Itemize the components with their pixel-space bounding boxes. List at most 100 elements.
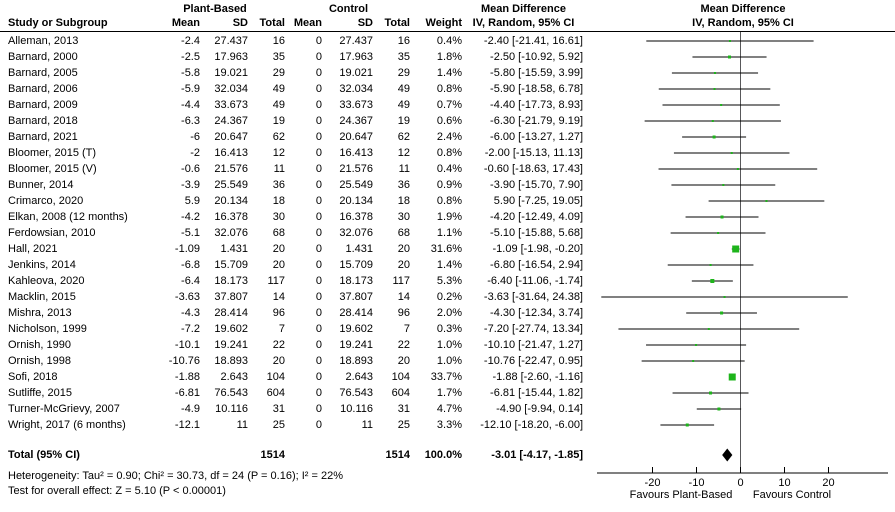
- table-row: Bloomer, 2015 (T) -2 16.413 12 0 16.413 12 0.8%…: [0, 145, 895, 161]
- mean2-column-header: Mean: [293, 17, 322, 29]
- cell-name: Barnard, 2000: [8, 51, 78, 63]
- cell-weight: 1.9%: [436, 211, 462, 223]
- cell-ci_text: -2.00 [-15.13, 11.13]: [484, 147, 583, 159]
- cell-mean2: 0: [315, 403, 322, 415]
- cell-ci_text: -2.50 [-10.92, 5.92]: [490, 51, 583, 63]
- cell-mean2: 0: [315, 195, 322, 207]
- cell-n1: 49: [272, 99, 285, 111]
- cell-ci_text: -0.60 [-18.63, 17.43]: [483, 163, 583, 175]
- cell-n1: 96: [272, 307, 285, 319]
- effect-square: [710, 279, 715, 283]
- cell-mean2: 0: [315, 291, 322, 303]
- cell-mean2: 0: [315, 163, 322, 175]
- effect-square: [717, 407, 721, 411]
- cell-n1: 14: [272, 291, 285, 303]
- cell-sd1: 11: [236, 419, 248, 431]
- cell-mean1: -0.6: [181, 163, 200, 175]
- cell-n2: 62: [397, 131, 410, 143]
- cell-sd2: 11: [361, 419, 373, 431]
- cell-name: Elkan, 2008 (12 months): [8, 211, 128, 223]
- cell-sd1: 19.021: [214, 67, 248, 79]
- cell-mean1: 5.9: [184, 195, 200, 207]
- cell-sd1: 17.963: [214, 51, 248, 63]
- cell-name: Macklin, 2015: [8, 291, 76, 303]
- cell-ci_text: -4.90 [-9.94, 0.14]: [496, 403, 583, 415]
- cell-ci_text: -6.40 [-11.06, -1.74]: [487, 275, 583, 287]
- cell-name: Hall, 2021: [8, 243, 58, 255]
- cell-ci_text: -12.10 [-18.20, -6.00]: [480, 419, 583, 431]
- cell-mean2: 0: [315, 211, 322, 223]
- cell-sd1: 15.709: [214, 259, 248, 271]
- table-row: Crimarco, 2020 5.9 20.134 18 0 20.134 18 0.8% 5.…: [0, 193, 895, 209]
- cell-mean1: -4.9: [181, 403, 200, 415]
- cell-n1: 20: [272, 259, 285, 271]
- cell-sd1: 24.367: [214, 115, 248, 127]
- cell-weight: 0.8%: [436, 83, 462, 95]
- effect-square: [707, 328, 710, 330]
- cell-sd2: 20.647: [339, 131, 373, 143]
- table-row: Alleman, 2013 -2.4 27.437 16 0 27.437 16 0.4% -2…: [0, 33, 895, 49]
- table-row: Bunner, 2014 -3.9 25.549 36 0 25.549 36 0.9% -3.…: [0, 177, 895, 193]
- cell-mean1: -1.88: [174, 371, 200, 383]
- cell-n2: 96: [397, 307, 410, 319]
- cell-mean2: 0: [315, 307, 322, 319]
- total-row: Total (95% CI) 1514 1514 100.0% -3.01 [-…: [0, 447, 895, 463]
- cell-sd1: 32.034: [214, 83, 248, 95]
- cell-mean1: -4.3: [181, 307, 200, 319]
- cell-n2: 49: [397, 99, 410, 111]
- cell-n2: 35: [397, 51, 410, 63]
- cell-sd1: 19.241: [214, 339, 248, 351]
- cell-n2: 49: [397, 83, 410, 95]
- cell-sd2: 19.602: [339, 323, 373, 335]
- cell-n2: 604: [391, 387, 410, 399]
- cell-sd1: 21.576: [214, 163, 248, 175]
- cell-weight: 0.6%: [436, 115, 462, 127]
- table-row: Barnard, 2009 -4.4 33.673 49 0 33.673 49 0.7% -4…: [0, 97, 895, 113]
- cell-mean1: -10.1: [174, 339, 200, 351]
- cell-n2: 12: [397, 147, 410, 159]
- cell-mean2: 0: [315, 83, 322, 95]
- effect-square: [730, 152, 733, 154]
- cell-ci_text: -7.20 [-27.74, 13.34]: [483, 323, 583, 335]
- cell-n1: 604: [266, 387, 285, 399]
- cell-n2: 104: [391, 371, 410, 383]
- cell-mean1: -5.9: [181, 83, 200, 95]
- cell-n1: 104: [266, 371, 285, 383]
- cell-mean2: 0: [315, 35, 322, 47]
- cell-name: Barnard, 2021: [8, 131, 78, 143]
- cell-name: Crimarco, 2020: [8, 195, 84, 207]
- cell-n2: 18: [397, 195, 410, 207]
- cell-ci_text: -10.76 [-22.47, 0.95]: [483, 355, 583, 367]
- cell-n1: 25: [272, 419, 285, 431]
- cell-sd1: 1.431: [220, 243, 248, 255]
- cell-n1: 20: [272, 355, 285, 367]
- axis-tick-label: -10: [689, 477, 705, 489]
- cell-name: Alleman, 2013: [8, 35, 79, 47]
- header-separator-line: [0, 31, 895, 32]
- cell-mean2: 0: [315, 67, 322, 79]
- overall-effect-text: Test for overall effect: Z = 5.10 (P < 0…: [8, 485, 226, 497]
- cell-name: Mishra, 2013: [8, 307, 72, 319]
- cell-mean2: 0: [315, 99, 322, 111]
- effect-square: [711, 120, 714, 122]
- cell-name: Bloomer, 2015 (T): [8, 147, 97, 159]
- cell-sd2: 18.173: [339, 275, 373, 287]
- total-ci: -3.01 [-4.17, -1.85]: [491, 449, 583, 461]
- cell-sd2: 32.034: [339, 83, 373, 95]
- cell-weight: 0.8%: [436, 195, 462, 207]
- table-row: Barnard, 2006 -5.9 32.034 49 0 32.034 49 0.8% -5…: [0, 81, 895, 97]
- cell-mean2: 0: [315, 355, 322, 367]
- cell-weight: 1.1%: [436, 227, 462, 239]
- cell-n1: 35: [272, 51, 285, 63]
- cell-sd2: 10.116: [340, 403, 373, 415]
- cell-mean2: 0: [315, 51, 322, 63]
- cell-ci_text: -4.20 [-12.49, 4.09]: [490, 211, 583, 223]
- cell-ci_text: -1.88 [-2.60, -1.16]: [492, 371, 584, 383]
- cell-ci_text: -6.30 [-21.79, 9.19]: [490, 115, 583, 127]
- total-n1: 1514: [260, 449, 285, 461]
- cell-weight: 1.0%: [436, 339, 462, 351]
- cell-mean1: -6.8: [181, 259, 200, 271]
- cell-n2: 20: [397, 243, 410, 255]
- cell-n1: 49: [272, 83, 285, 95]
- table-row: Hall, 2021 -1.09 1.431 20 0 1.431 20 31.6% -1.09…: [0, 241, 895, 257]
